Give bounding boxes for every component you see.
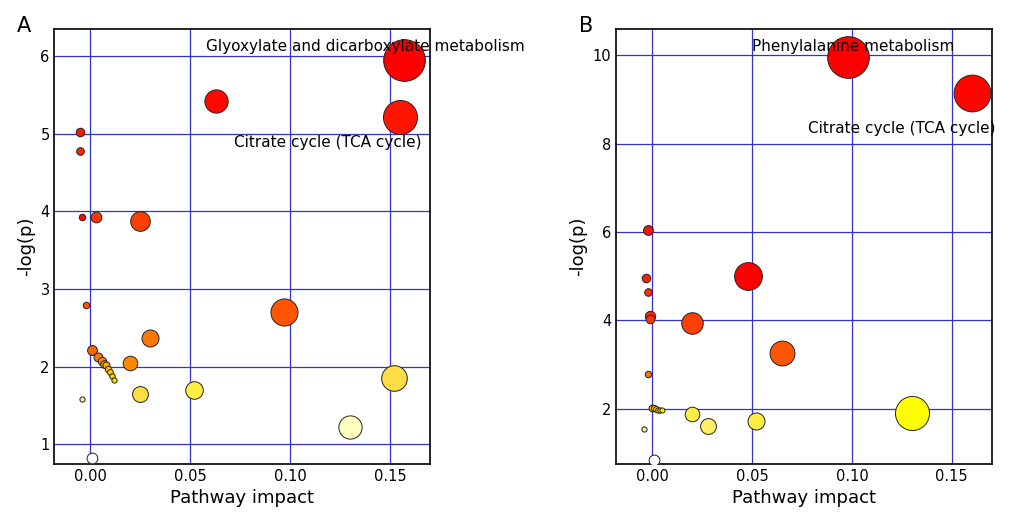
Point [132, 390, 149, 398]
Point [142, 334, 158, 342]
Point [649, 406, 665, 414]
X-axis label: Pathway impact: Pathway impact [170, 489, 314, 507]
Point [636, 424, 652, 433]
Point [74, 395, 91, 403]
Point [122, 359, 139, 367]
Point [104, 372, 120, 380]
Point [640, 226, 656, 234]
Point [684, 410, 700, 418]
Point [684, 319, 700, 327]
Text: B: B [578, 16, 592, 36]
Point [640, 288, 656, 296]
Point [78, 300, 95, 309]
Point [653, 406, 669, 414]
Point [645, 404, 661, 412]
Point [638, 274, 654, 282]
Point [385, 374, 401, 383]
Text: Phenylalanine metabolism: Phenylalanine metabolism [751, 39, 954, 54]
Text: Glyoxylate and dicarboxylate metabolism: Glyoxylate and dicarboxylate metabolism [206, 39, 525, 54]
Point [96, 359, 112, 368]
Point [395, 56, 412, 64]
Point [74, 213, 91, 221]
Point [699, 422, 715, 431]
Point [739, 272, 755, 280]
Point [208, 97, 224, 105]
Point [276, 308, 292, 316]
Point [839, 53, 855, 62]
Point [651, 406, 667, 414]
Point [132, 217, 149, 226]
Y-axis label: -log(p): -log(p) [569, 216, 587, 276]
Point [102, 368, 118, 376]
Point [391, 112, 408, 121]
Point [903, 409, 919, 417]
Point [747, 417, 763, 425]
Point [341, 423, 358, 432]
Point [185, 386, 202, 394]
Text: Citrate cycle (TCA cycle): Citrate cycle (TCA cycle) [234, 136, 421, 150]
Point [640, 370, 656, 378]
Point [98, 361, 114, 369]
Point [641, 312, 657, 320]
Point [963, 89, 979, 97]
Point [90, 353, 106, 362]
Point [72, 147, 89, 155]
Text: Citrate cycle (TCA cycle): Citrate cycle (TCA cycle) [807, 121, 995, 136]
Point [88, 213, 104, 221]
Point [645, 456, 661, 465]
Point [643, 403, 659, 412]
Point [773, 350, 790, 358]
X-axis label: Pathway impact: Pathway impact [732, 489, 875, 507]
Point [85, 345, 101, 354]
Point [647, 405, 663, 413]
Point [100, 365, 116, 373]
Point [94, 357, 110, 366]
Point [72, 128, 89, 136]
Y-axis label: -log(p): -log(p) [16, 216, 35, 276]
Text: A: A [17, 16, 32, 36]
Point [106, 376, 122, 384]
Point [641, 315, 657, 324]
Point [85, 453, 101, 462]
